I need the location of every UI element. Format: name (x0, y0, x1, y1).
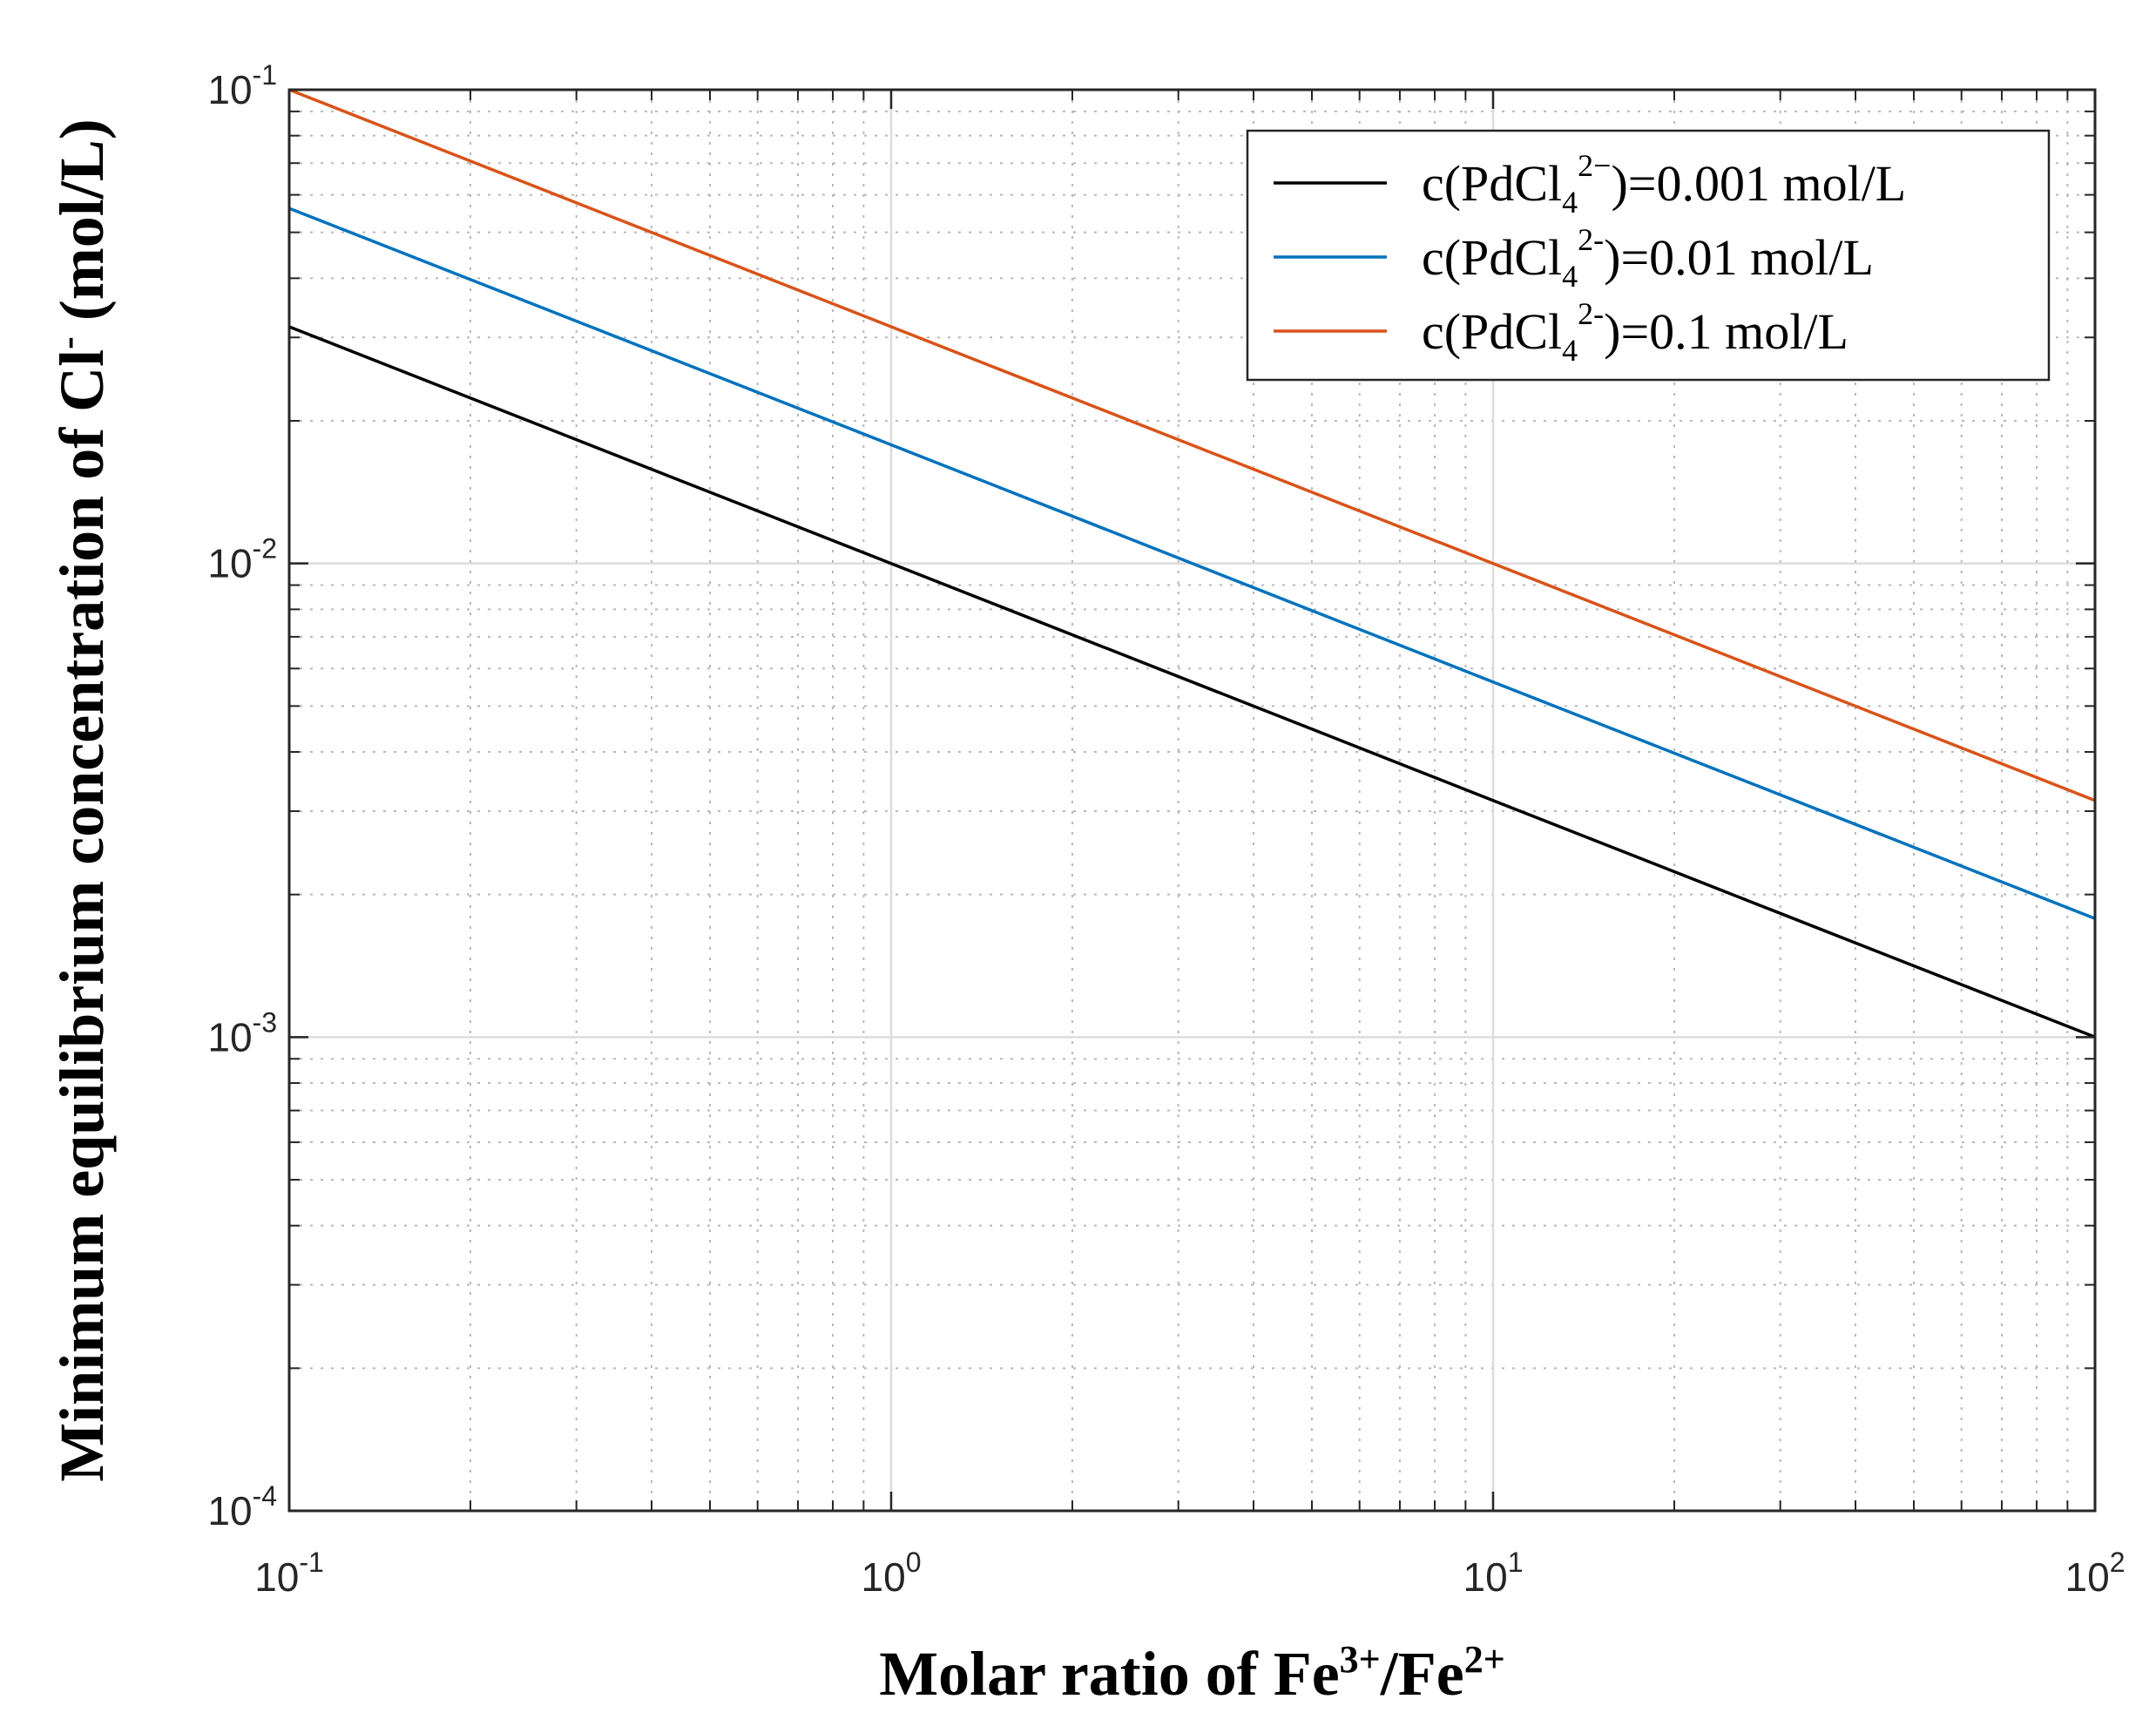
legend-box (1246, 129, 2051, 382)
legend-entry: c(PdCl42-)=0.01 mol/L (1274, 222, 1874, 294)
tick-marks (287, 88, 2097, 1513)
y-axis-title: Minimum equilibrium concentration of Cl-… (46, 118, 117, 1482)
y-tick-label: 10-3 (207, 1006, 277, 1059)
legend: c(PdCl42−)=0.001 mol/Lc(PdCl42-)=0.01 mo… (1246, 129, 2051, 382)
y-tick-label: 10-2 (207, 533, 277, 586)
legend-label: c(PdCl42-)=0.01 mol/L (1422, 222, 1874, 294)
series-line-3 (288, 88, 2096, 802)
y-tick-label: 10-1 (207, 59, 277, 112)
plot-frame (287, 88, 2097, 1513)
legend-entry: c(PdCl42−)=0.001 mol/L (1274, 148, 1906, 220)
legend-label: c(PdCl42−)=0.001 mol/L (1422, 148, 1906, 220)
y-tick-labels: 10-4 10-3 10-2 10-1 (207, 59, 277, 1533)
series-layer (288, 88, 2096, 1039)
x-tick-label: 10-1 (254, 1547, 324, 1600)
legend-entry: c(PdCl42-)=0.1 mol/L (1274, 296, 1848, 368)
legend-label: c(PdCl42-)=0.1 mol/L (1422, 296, 1848, 368)
series-line-2 (288, 206, 2096, 920)
y-tick-label: 10-4 (207, 1480, 277, 1533)
x-tick-labels: 10-1 100 101 102 (254, 1547, 2125, 1600)
x-tick-label: 101 (1463, 1547, 1524, 1600)
x-tick-label: 100 (862, 1547, 922, 1600)
series-line-1 (288, 325, 2096, 1039)
x-tick-label: 102 (2065, 1547, 2126, 1600)
x-axis-title: Molar ratio of Fe3+/Fe2+ (879, 1638, 1505, 1709)
